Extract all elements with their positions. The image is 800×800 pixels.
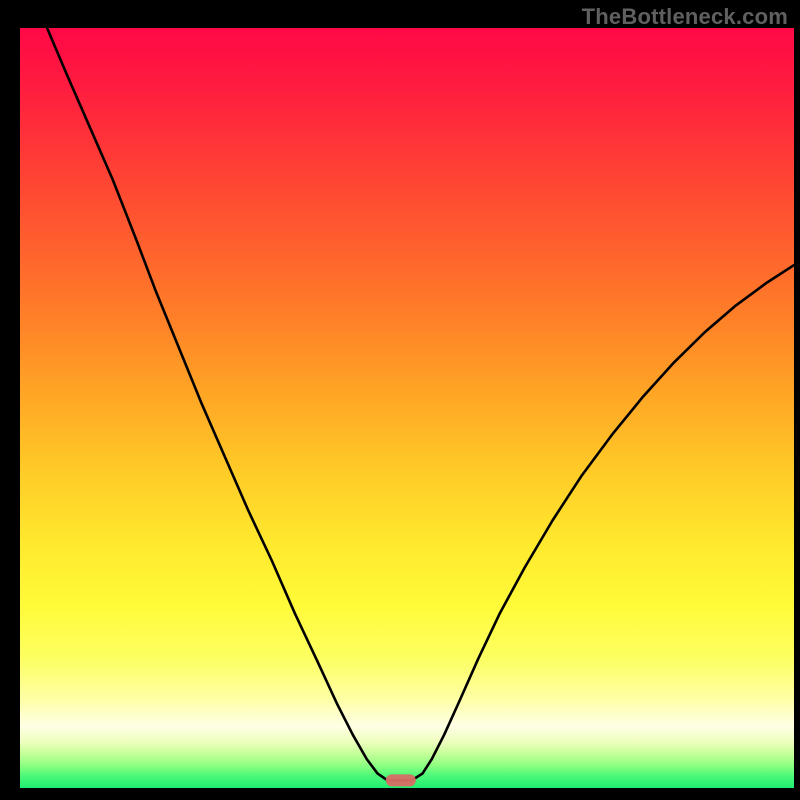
optimal-point-marker xyxy=(386,774,416,786)
watermark-text: TheBottleneck.com xyxy=(582,4,788,30)
bottleneck-curve-chart xyxy=(20,28,794,788)
chart-container xyxy=(20,28,794,788)
chart-background xyxy=(20,28,794,788)
